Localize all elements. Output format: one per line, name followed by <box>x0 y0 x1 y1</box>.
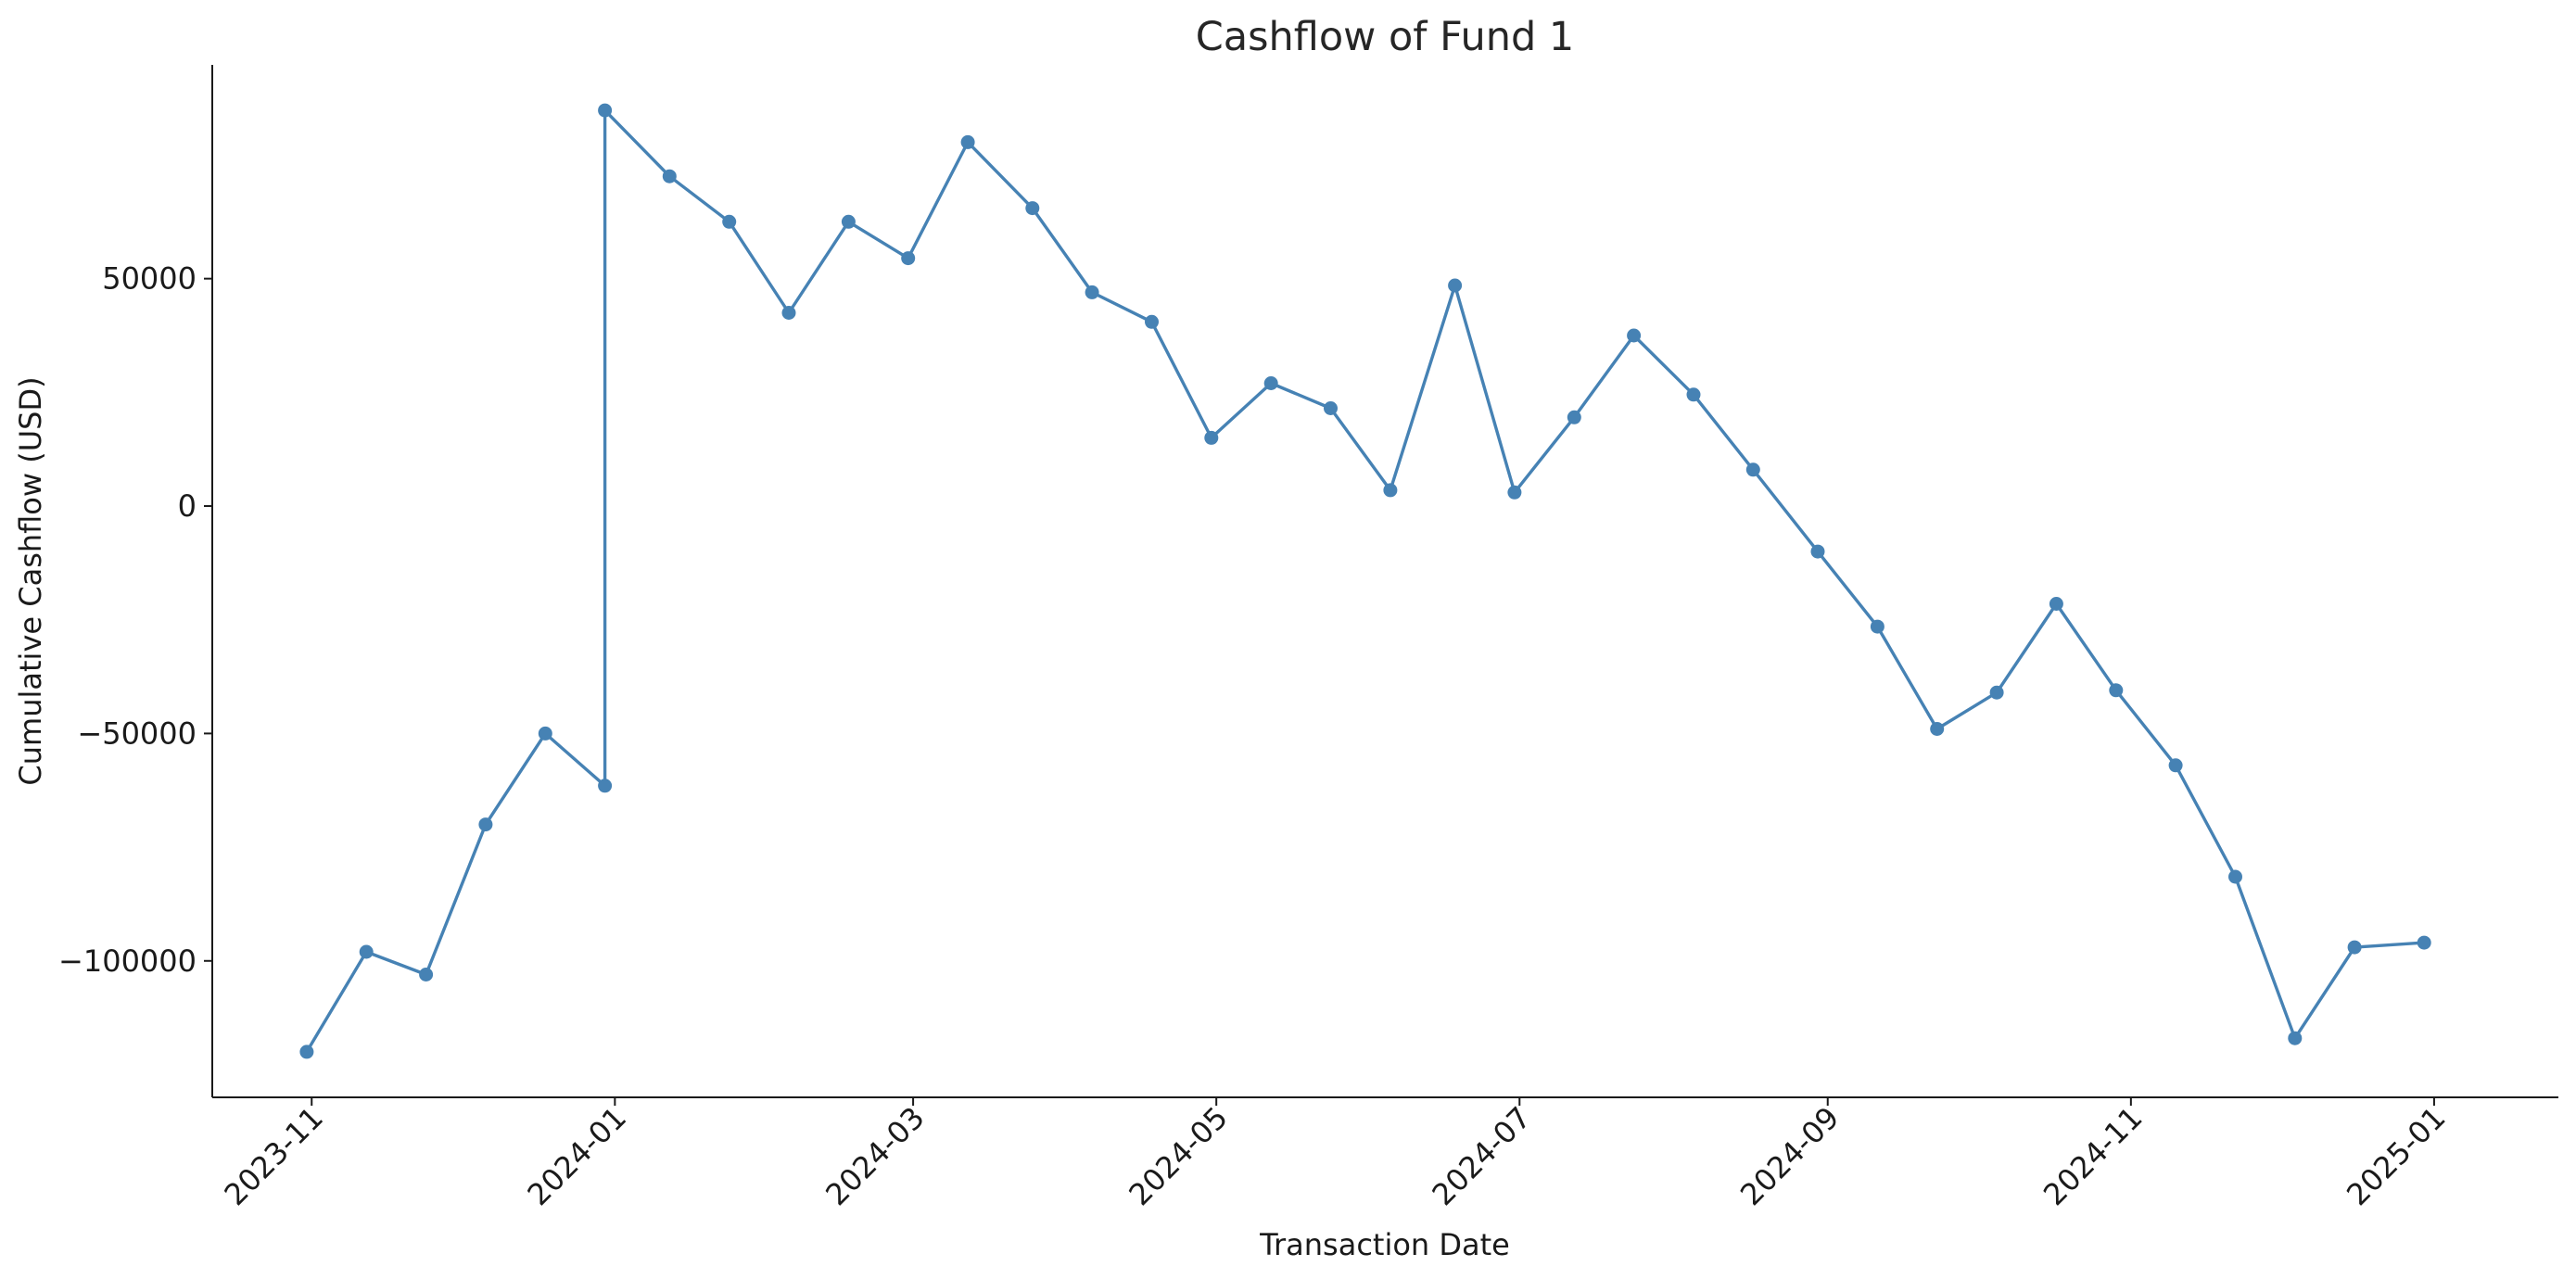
data-point <box>1025 201 1040 216</box>
data-point <box>1448 278 1463 293</box>
data-point <box>478 817 493 832</box>
x-axis-ticks: 2023-11 2024-01 2024-03 2024-05 2024-07 2024-… <box>217 1097 2453 1212</box>
y-tick-label: 0 <box>178 488 197 524</box>
data-point <box>1507 485 1522 500</box>
data-point <box>2109 683 2124 698</box>
y-tick-label: 50000 <box>102 261 197 297</box>
data-point <box>1930 722 1945 736</box>
data-point <box>841 214 856 229</box>
data-point <box>1870 619 1884 634</box>
data-point <box>299 1045 314 1059</box>
data-point <box>1324 401 1338 415</box>
data-point <box>901 251 916 266</box>
x-tick-label: 2024-03 <box>818 1100 931 1212</box>
x-tick-label: 2025-01 <box>2340 1100 2452 1212</box>
x-tick-label: 2024-09 <box>1733 1100 1846 1212</box>
chart-title: Cashflow of Fund 1 <box>1196 14 1575 60</box>
data-point <box>419 968 434 981</box>
data-point <box>1145 314 1159 329</box>
data-point <box>1989 685 2004 700</box>
data-point <box>662 169 677 184</box>
data-point <box>2288 1031 2303 1045</box>
data-point <box>598 779 613 793</box>
data-point <box>2347 940 2362 955</box>
y-axis-ticks: −100000 −50000 0 50000 <box>58 261 212 979</box>
data-point <box>1627 328 1642 343</box>
data-point <box>1686 387 1701 402</box>
data-point <box>598 103 613 118</box>
data-point <box>781 306 796 320</box>
plot-area <box>299 103 2431 1059</box>
x-axis-title: Transaction Date <box>1259 1227 1510 1262</box>
y-tick-label: −100000 <box>58 943 197 979</box>
x-tick-label: 2023-11 <box>217 1100 329 1212</box>
data-point <box>1383 483 1398 498</box>
y-tick-label: −50000 <box>77 715 197 751</box>
data-point <box>1263 376 1278 390</box>
data-point <box>2228 869 2242 884</box>
series-line <box>305 108 2425 1053</box>
x-tick-label: 2024-07 <box>1426 1100 1538 1212</box>
data-point <box>960 134 975 149</box>
data-point <box>1204 430 1219 445</box>
data-point <box>722 214 737 229</box>
data-point <box>538 726 552 741</box>
data-point <box>359 944 374 959</box>
data-point <box>1810 544 1825 559</box>
data-point <box>2417 935 2431 950</box>
x-tick-label: 2024-05 <box>1122 1100 1234 1212</box>
y-axis-title: Cumulative Cashflow (USD) <box>13 376 48 785</box>
data-point <box>1567 410 1581 424</box>
x-tick-label: 2024-11 <box>2037 1100 2149 1212</box>
data-point <box>2168 758 2183 773</box>
series-layer <box>299 103 2431 1059</box>
data-point <box>1745 462 1760 477</box>
data-point <box>1085 285 1099 299</box>
data-point <box>2049 597 2063 611</box>
x-tick-label: 2024-01 <box>521 1100 633 1212</box>
